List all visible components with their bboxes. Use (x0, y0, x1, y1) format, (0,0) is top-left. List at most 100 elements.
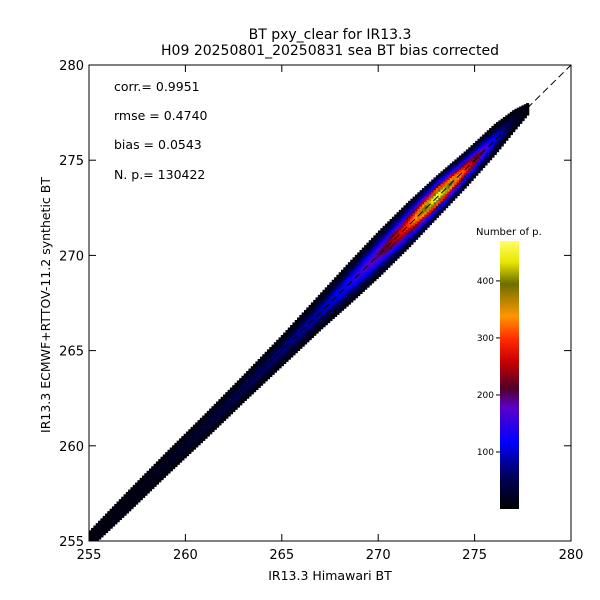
density-cell (364, 276, 368, 281)
density-cell (280, 350, 284, 354)
density-cell (463, 151, 467, 155)
density-cell (239, 385, 243, 389)
density-cell (324, 287, 328, 291)
density-cell (232, 392, 236, 396)
density-cell (310, 302, 315, 306)
y-tick-label: 260 (59, 440, 84, 455)
density-cell (213, 412, 217, 416)
density-cell (489, 154, 493, 159)
density-cell (95, 533, 99, 536)
density-cell (502, 118, 507, 122)
density-cell (465, 159, 470, 164)
density-cell (144, 493, 148, 496)
density-cell (155, 480, 160, 484)
density-cell (373, 251, 377, 256)
density-cell (303, 336, 308, 340)
density-cell (345, 267, 349, 272)
density-cell (89, 535, 92, 538)
density-cell (382, 245, 386, 250)
density-cell (412, 231, 416, 236)
density-cell (417, 227, 421, 232)
density-cell (123, 498, 127, 502)
density-cell (271, 344, 275, 348)
density-cell (495, 147, 500, 151)
density-cell (317, 299, 321, 304)
density-cell (512, 128, 516, 131)
density-cell (165, 461, 169, 465)
density-cell (209, 424, 213, 428)
density-cell (458, 163, 463, 167)
density-cell (250, 372, 254, 375)
density-cell (521, 112, 525, 115)
density-cell (336, 280, 340, 284)
density-cell (322, 315, 326, 320)
density-cell (489, 150, 493, 154)
density-cell (148, 470, 153, 473)
density-cell (345, 299, 349, 304)
density-cell (89, 534, 92, 537)
density-cell (493, 152, 497, 156)
density-cell (278, 365, 282, 369)
density-cell (468, 172, 472, 176)
density-cell (472, 167, 476, 171)
density-cell (331, 279, 335, 284)
density-cell (306, 329, 310, 333)
density-cell (197, 425, 201, 428)
density-cell (222, 399, 227, 403)
density-cell (264, 366, 268, 370)
density-cell (401, 240, 405, 245)
density-cell (100, 535, 104, 538)
density-cell (280, 356, 284, 360)
density-cell (445, 195, 449, 200)
density-cell (202, 422, 206, 426)
density-cell (280, 339, 284, 343)
density-cell (234, 399, 238, 403)
density-cell (336, 288, 340, 293)
density-cell (220, 402, 224, 405)
density-cell (401, 236, 405, 242)
density-cell (477, 143, 481, 147)
density-cell (398, 239, 402, 244)
density-cell (378, 253, 382, 258)
density-cell (276, 354, 280, 358)
density-cell (232, 400, 236, 403)
density-cell (176, 459, 180, 462)
density-cell (465, 180, 470, 184)
density-cell (472, 165, 476, 169)
density-cell (345, 288, 349, 292)
density-cell (368, 240, 372, 245)
density-cell (512, 113, 516, 116)
density-cell (361, 281, 365, 286)
density-cell (155, 477, 160, 480)
density-cell (336, 297, 340, 301)
density-cell (98, 528, 102, 531)
density-cell (412, 215, 416, 220)
density-cell (151, 481, 155, 485)
density-cell (222, 410, 227, 414)
density-cell (403, 224, 407, 229)
density-cell (239, 381, 243, 385)
density-cell (204, 420, 208, 423)
density-cell (199, 437, 203, 440)
density-cell (220, 405, 224, 409)
density-cell (306, 326, 310, 331)
density-cell (165, 468, 169, 471)
density-cell (327, 300, 331, 305)
density-cell (495, 134, 500, 138)
density-cell (479, 157, 483, 162)
density-cell (216, 401, 220, 405)
density-cell (183, 443, 187, 447)
density-cell (357, 255, 361, 260)
density-cell (477, 160, 481, 164)
density-cell (415, 229, 419, 234)
density-cell (162, 467, 166, 470)
density-cell (352, 296, 356, 301)
density-cell (162, 475, 166, 478)
density-cell (315, 299, 319, 304)
density-cell (283, 332, 287, 336)
density-cell (273, 369, 278, 373)
density-cell (375, 262, 379, 267)
density-cell (130, 503, 134, 507)
density-cell (107, 521, 111, 525)
density-cell (310, 334, 315, 338)
